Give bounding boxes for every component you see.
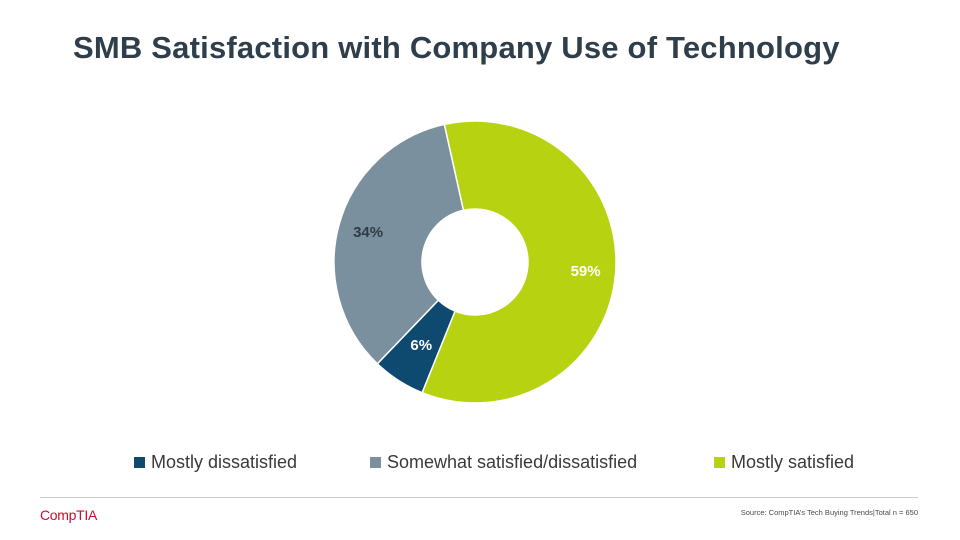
source-note: Source: CompTIA’s Tech Buying Trends|Tot… [740,508,918,517]
donut-slice-somewhat-satisfied-dissatisfied [333,123,465,365]
page-title: SMB Satisfaction with Company Use of Tec… [73,30,840,65]
legend-label: Somewhat satisfied/dissatisfied [387,452,638,472]
data-label-somewhat-satisfied-dissatisfied: 34% [353,224,383,241]
comptia-logo: CompTIA [40,507,98,523]
legend-item-somewhat-satisfied-dissatisfied: Somewhat satisfied/dissatisfied [370,452,637,473]
data-label-mostly-satisfied: 59% [571,263,601,280]
legend-label: Mostly dissatisfied [151,452,298,472]
legend-item-mostly-satisfied: Mostly satisfied [714,452,854,473]
legend-item-mostly-dissatisfied: Mostly dissatisfied [134,452,297,473]
data-label-mostly-dissatisfied: 6% [410,337,432,354]
legend-swatch [134,457,145,468]
donut-slice-mostly-satisfied [421,120,617,404]
legend-label: Mostly satisfied [731,452,855,472]
footer-divider [40,497,918,498]
legend-swatch [714,457,725,468]
chart-legend: Mostly dissatisfied Somewhat satisfied/d… [134,452,894,476]
legend-swatch [370,457,381,468]
